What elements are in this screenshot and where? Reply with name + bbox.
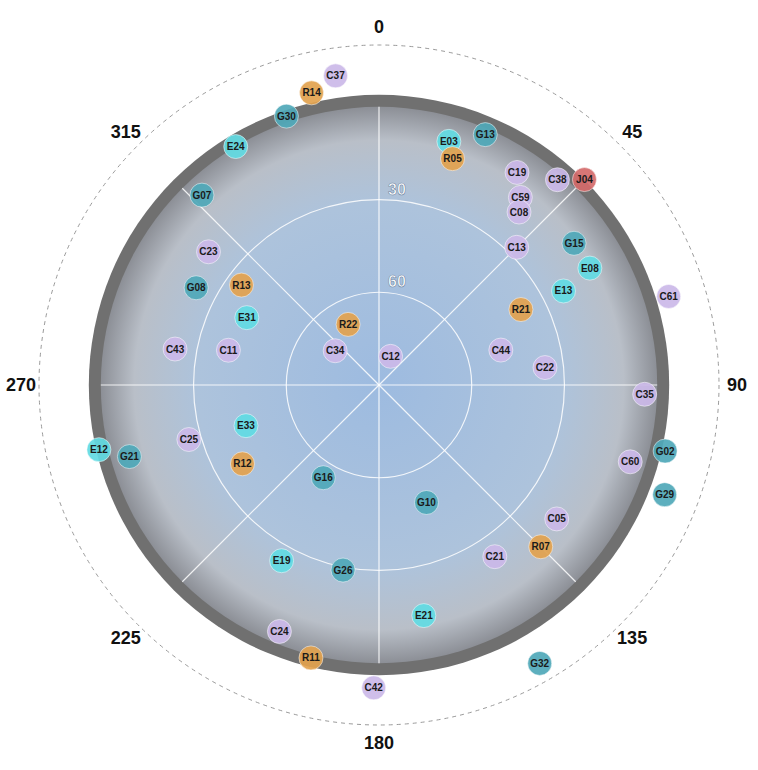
svg-text:E33: E33 <box>237 420 255 431</box>
svg-text:E24: E24 <box>227 141 245 152</box>
svg-text:225: 225 <box>111 628 141 648</box>
svg-text:E03: E03 <box>440 136 458 147</box>
svg-text:C25: C25 <box>180 434 199 445</box>
svg-text:G16: G16 <box>314 472 333 483</box>
svg-text:C22: C22 <box>536 362 555 373</box>
svg-text:E21: E21 <box>415 610 433 621</box>
svg-text:C08: C08 <box>510 207 529 218</box>
svg-text:G26: G26 <box>334 565 353 576</box>
svg-text:R07: R07 <box>532 541 551 552</box>
svg-text:C38: C38 <box>548 174 567 185</box>
svg-text:C44: C44 <box>492 345 511 356</box>
svg-text:E08: E08 <box>581 263 599 274</box>
svg-text:G10: G10 <box>417 497 436 508</box>
svg-text:R22: R22 <box>339 319 358 330</box>
svg-text:E31: E31 <box>238 312 256 323</box>
svg-text:60: 60 <box>388 273 406 290</box>
svg-text:C61: C61 <box>659 291 678 302</box>
svg-text:G21: G21 <box>120 451 139 462</box>
svg-text:E19: E19 <box>273 555 291 566</box>
svg-text:C37: C37 <box>326 70 345 81</box>
svg-text:C23: C23 <box>199 246 218 257</box>
svg-text:E12: E12 <box>90 444 108 455</box>
svg-text:0: 0 <box>374 17 384 37</box>
svg-text:R21: R21 <box>512 304 531 315</box>
svg-text:90: 90 <box>727 375 747 395</box>
svg-text:R05: R05 <box>443 153 462 164</box>
svg-text:C24: C24 <box>270 626 289 637</box>
svg-text:G30: G30 <box>277 111 296 122</box>
svg-text:C42: C42 <box>365 682 384 693</box>
svg-text:C13: C13 <box>508 242 527 253</box>
svg-text:G29: G29 <box>655 489 674 500</box>
svg-text:R14: R14 <box>302 87 321 98</box>
svg-text:G32: G32 <box>530 658 549 669</box>
svg-text:C60: C60 <box>621 456 640 467</box>
svg-text:135: 135 <box>617 628 647 648</box>
svg-text:R11: R11 <box>302 652 320 663</box>
svg-text:45: 45 <box>622 122 642 142</box>
svg-text:270: 270 <box>6 375 36 395</box>
svg-text:R12: R12 <box>233 458 252 469</box>
svg-text:C59: C59 <box>511 192 530 203</box>
svg-text:C19: C19 <box>508 167 527 178</box>
svg-text:G08: G08 <box>187 282 206 293</box>
svg-text:30: 30 <box>388 181 406 198</box>
svg-text:G02: G02 <box>656 446 675 457</box>
svg-text:R13: R13 <box>232 280 251 291</box>
svg-text:J04: J04 <box>576 174 593 185</box>
svg-text:C11: C11 <box>220 345 238 356</box>
svg-text:C35: C35 <box>635 389 654 400</box>
svg-text:C12: C12 <box>381 351 400 362</box>
svg-text:G07: G07 <box>192 190 211 201</box>
svg-text:E13: E13 <box>555 285 573 296</box>
svg-text:G13: G13 <box>476 129 495 140</box>
svg-text:180: 180 <box>364 733 394 753</box>
svg-text:G15: G15 <box>565 238 584 249</box>
svg-text:C34: C34 <box>326 345 345 356</box>
svg-text:315: 315 <box>111 122 141 142</box>
svg-text:C43: C43 <box>166 344 185 355</box>
svg-text:C05: C05 <box>548 513 567 524</box>
svg-text:C21: C21 <box>486 551 505 562</box>
